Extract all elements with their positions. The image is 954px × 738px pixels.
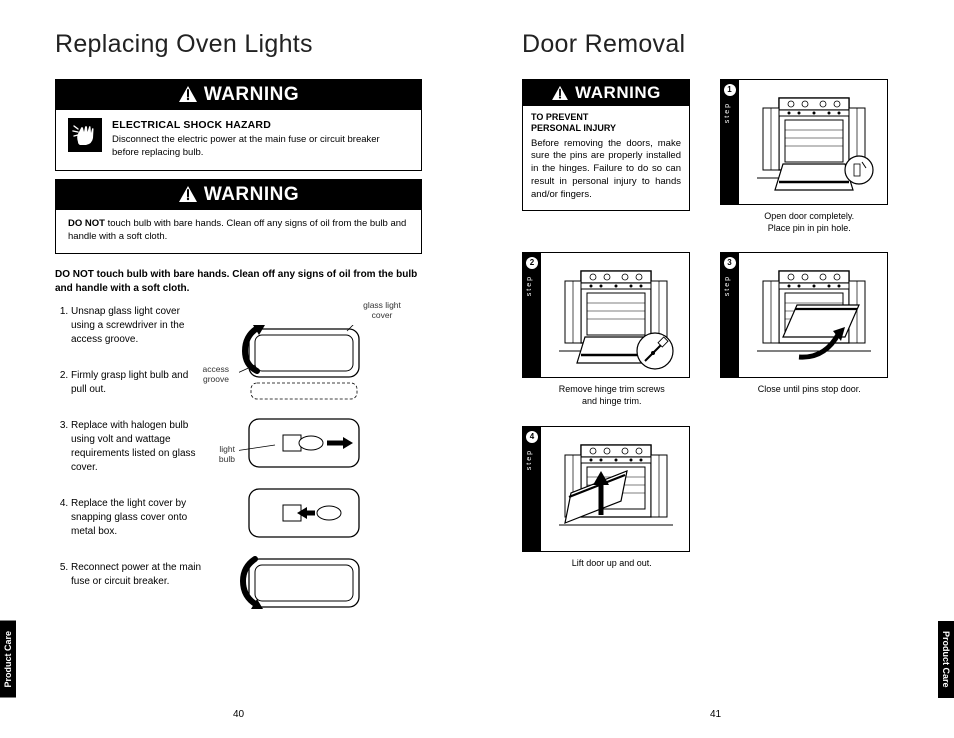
page-number: 40 <box>0 709 477 720</box>
warning-text: DO NOT touch bulb with bare hands. Clean… <box>68 218 406 242</box>
step-caption: Open door completely.Place pin in pin ho… <box>720 211 900 234</box>
page-spread: Replacing Oven Lights WARNING ELECTRICAL… <box>0 0 954 738</box>
step-caption: Lift door up and out. <box>522 558 702 570</box>
warning-header: WARNING <box>56 80 421 110</box>
warning-icon <box>178 185 198 202</box>
warning-header-text: WARNING <box>204 184 299 205</box>
replacement-steps: Unsnap glass light cover using a screwdr… <box>55 305 215 589</box>
warning-header: WARNING <box>56 180 421 210</box>
oven-illustration <box>541 253 689 378</box>
door-step-1: 1 step <box>720 79 888 205</box>
step-number: 3 <box>724 257 736 269</box>
warning-header-text: WARNING <box>204 84 299 105</box>
warning-electrical: WARNING ELECTRICAL SHOCK HAZARD Disconne… <box>55 79 422 171</box>
warning-text: Before removing the doors, make sure the… <box>531 138 681 202</box>
step-label: step <box>526 275 533 296</box>
step-number: 1 <box>724 84 736 96</box>
oven-illustration <box>541 427 689 552</box>
step-caption: Remove hinge trim screwsand hinge trim. <box>522 384 702 407</box>
step-label: step <box>526 449 533 470</box>
warning-door: WARNING TO PREVENTPERSONAL INJURY Before… <box>522 79 690 211</box>
step-caption: Close until pins stop door. <box>720 384 900 396</box>
cover-illus-2 <box>239 415 369 475</box>
page-title: Replacing Oven Lights <box>55 30 422 59</box>
warning-bulb-handling: WARNING DO NOT touch bulb with bare hand… <box>55 179 422 255</box>
cover-illus-1 <box>239 325 369 403</box>
step-1: Unsnap glass light cover using a screwdr… <box>71 305 215 347</box>
door-step-4: 4 step <box>522 426 690 552</box>
label-access-groove: accessgroove <box>189 365 229 384</box>
step-label: step <box>724 275 731 296</box>
door-step-2: 2 step <box>522 252 690 378</box>
cover-illus-4 <box>239 555 369 615</box>
warning-subhead: ELECTRICAL SHOCK HAZARD <box>112 118 409 132</box>
step-4: Replace the light cover by snapping glas… <box>71 497 215 539</box>
warning-text: Disconnect the electric power at the mai… <box>112 134 409 160</box>
page-title: Door Removal <box>522 30 899 59</box>
oven-illustration <box>739 80 887 205</box>
oven-illustration <box>739 253 887 378</box>
step-label: step <box>724 102 731 123</box>
page-right: Door Removal WARNING TO PREVENTPERSONAL … <box>477 0 954 738</box>
page-left: Replacing Oven Lights WARNING ELECTRICAL… <box>0 0 477 738</box>
step-number: 4 <box>526 431 538 443</box>
warning-icon <box>551 85 569 100</box>
warning-header: WARNING <box>523 80 689 106</box>
shock-hand-icon <box>68 118 102 152</box>
warning-header-text: WARNING <box>575 83 661 102</box>
warning-subhead: TO PREVENTPERSONAL INJURY <box>531 112 681 134</box>
step-5: Reconnect power at the main fuse or circ… <box>71 561 215 589</box>
cover-illus-3 <box>239 485 369 545</box>
note-repeat: DO NOT touch bulb with bare hands. Clean… <box>55 268 422 295</box>
page-number: 41 <box>477 709 954 720</box>
door-step-3: 3 step <box>720 252 888 378</box>
label-glass-cover: glass lightcover <box>354 301 410 320</box>
label-light-bulb: lightbulb <box>205 445 235 464</box>
warning-icon <box>178 85 198 102</box>
step-3: Replace with halogen bulb using volt and… <box>71 419 215 475</box>
light-cover-diagram: glass lightcover accessgroove lightbulb <box>225 305 422 611</box>
